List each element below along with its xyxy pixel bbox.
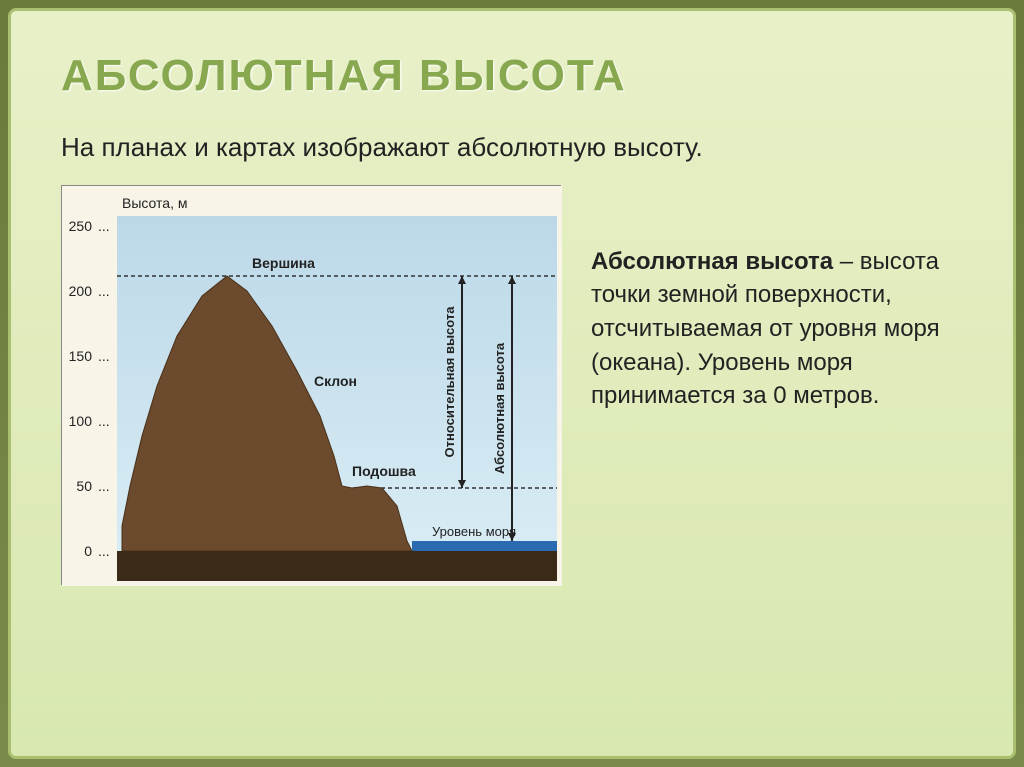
ground (117, 551, 557, 581)
ytick-label: 250 (69, 218, 93, 234)
content-row: Высота, м 0... 50... 100... 150... 200... 250.… (61, 185, 963, 585)
ytick-label: 50 (76, 478, 92, 494)
axis-label: Высота, м (122, 195, 187, 211)
slide-title: АБСОЛЮТНАЯ ВЫСОТА (61, 51, 963, 101)
ytick-dots: ... (98, 413, 110, 429)
diagram-svg: Высота, м 0... 50... 100... 150... 200... 250.… (62, 186, 562, 586)
definition-term: Абсолютная высота (591, 248, 833, 275)
ytick-label: 200 (69, 283, 93, 299)
ytick-dots: ... (98, 283, 110, 299)
arrow-label-relative: Относительная высота (442, 306, 457, 458)
elevation-diagram: Высота, м 0... 50... 100... 150... 200... 250.… (61, 185, 561, 585)
ytick-label: 0 (84, 543, 92, 559)
ytick-dots: ... (98, 348, 110, 364)
definition-block: Абсолютная высота – высота точки земной … (591, 185, 963, 413)
ytick-label: 100 (69, 413, 93, 429)
label-peak: Вершина (252, 255, 315, 271)
slide-subtitle: На планах и картах изображают абсолютную… (61, 131, 963, 165)
label-slope: Склон (314, 373, 357, 389)
ytick-dots: ... (98, 218, 110, 234)
slide-frame: АБСОЛЮТНАЯ ВЫСОТА На планах и картах изо… (8, 8, 1016, 759)
ytick-label: 150 (69, 348, 93, 364)
arrow-label-absolute: Абсолютная высота (492, 342, 507, 474)
label-foot: Подошва (352, 463, 416, 479)
sea-label: Уровень моря (432, 524, 516, 539)
ytick-dots: ... (98, 478, 110, 494)
ytick-dots: ... (98, 543, 110, 559)
